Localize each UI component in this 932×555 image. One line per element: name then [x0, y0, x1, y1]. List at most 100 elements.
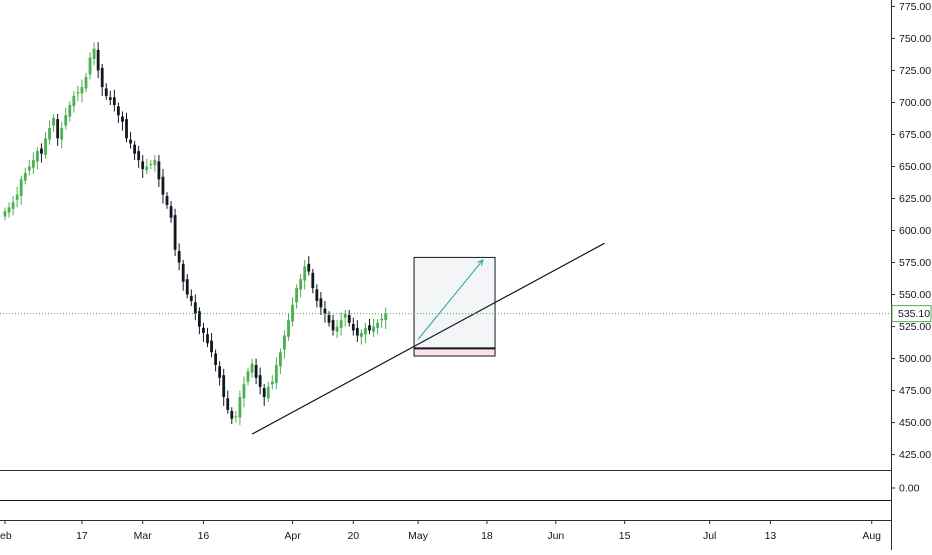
position-path-line	[417, 259, 484, 340]
candle-body	[380, 318, 384, 321]
candle-body	[279, 352, 282, 367]
candle-body	[198, 311, 201, 327]
candle-body	[64, 115, 68, 126]
candle	[226, 390, 230, 414]
price-tick-label: 750.00	[899, 33, 931, 45]
candle-body	[44, 138, 47, 155]
candle-body	[177, 251, 181, 263]
candle-body	[181, 263, 185, 282]
candle-body	[319, 298, 323, 308]
price-tick-label: 425.00	[899, 449, 931, 461]
candle	[206, 327, 209, 348]
candle-body	[68, 105, 72, 117]
position-stop-zone[interactable]	[413, 347, 496, 357]
candle	[80, 79, 84, 103]
candle	[96, 42, 100, 79]
candle-body	[76, 92, 80, 94]
candle	[283, 330, 286, 359]
candle-body	[246, 371, 250, 382]
price-tick-label: 500.00	[899, 353, 931, 365]
candle	[266, 381, 270, 403]
time-tick-label: Jul	[703, 530, 716, 542]
candle	[36, 147, 39, 170]
candle	[222, 368, 226, 406]
candle	[15, 186, 19, 208]
trendline[interactable]	[251, 242, 605, 435]
candle	[384, 307, 388, 330]
candle-body	[242, 384, 246, 399]
position-arrow-head-icon	[477, 259, 484, 266]
time-tick-label: Mar	[134, 530, 153, 542]
last-price-badge	[891, 305, 932, 323]
candle-body	[295, 288, 298, 303]
candle	[368, 318, 371, 335]
candle	[165, 192, 169, 209]
candle-body	[210, 340, 213, 353]
candle-body	[137, 151, 141, 161]
candle	[295, 284, 298, 309]
candle-body	[335, 326, 339, 332]
candle	[153, 154, 157, 172]
time-tick-label: May	[408, 530, 429, 542]
price-tick-label: 600.00	[899, 225, 931, 237]
candle-body	[226, 398, 230, 410]
candle	[173, 208, 177, 257]
time-tick-label: Aug	[862, 530, 881, 542]
candle-body	[254, 364, 258, 378]
candle	[88, 52, 92, 80]
time-axis[interactable]: eb 17 Mar 16 Apr 20 May 18 Jun 15 Jul 13 Aug	[0, 520, 881, 542]
long-position-tool[interactable]	[413, 256, 496, 357]
candle-body	[141, 161, 145, 170]
price-tick-label: 725.00	[899, 65, 931, 77]
candle-body	[100, 67, 104, 88]
candle-body	[351, 324, 355, 331]
candle-body	[372, 326, 375, 332]
candle-body	[331, 320, 335, 331]
candle-body	[40, 148, 43, 154]
price-tick-label: 575.00	[899, 257, 931, 269]
candle-body	[214, 353, 217, 365]
candle	[238, 390, 242, 426]
last-price-line: 535.10	[0, 305, 932, 323]
time-tick-label: 20	[347, 530, 359, 542]
candle	[189, 289, 193, 307]
time-tick-label: Jun	[547, 530, 564, 542]
candle-body	[250, 363, 254, 373]
candle	[218, 361, 222, 386]
candle-body	[193, 302, 197, 314]
price-tick-label: 675.00	[899, 129, 931, 141]
candle-body	[262, 388, 266, 398]
candle	[40, 143, 43, 163]
price-tick-label: 525.00	[899, 321, 931, 333]
candles	[3, 42, 388, 426]
price-axis[interactable]: 775.00 750.00 725.00 700.00 675.00 650.00 625.…	[891, 1, 931, 495]
candle	[262, 384, 266, 406]
candle	[72, 90, 76, 113]
candle	[48, 120, 51, 145]
candle-body	[311, 272, 315, 289]
candle	[343, 309, 347, 327]
candle-body	[270, 381, 274, 385]
candle	[27, 160, 31, 176]
candle	[311, 268, 315, 294]
candle-body	[117, 106, 120, 116]
candle-body	[360, 332, 363, 337]
candle	[299, 274, 303, 298]
candle-body	[173, 215, 177, 250]
candle-body	[48, 128, 51, 140]
candle	[161, 169, 165, 204]
candle	[169, 201, 173, 223]
position-target-zone[interactable]	[413, 256, 496, 349]
candle-body	[368, 325, 371, 331]
candle	[246, 367, 250, 386]
candle-body	[238, 397, 242, 418]
candle-body	[3, 211, 7, 217]
candle	[274, 357, 278, 390]
candle-body	[376, 322, 379, 328]
candle	[319, 291, 323, 316]
candle	[100, 64, 104, 97]
candle	[347, 309, 351, 327]
candle	[137, 145, 141, 168]
